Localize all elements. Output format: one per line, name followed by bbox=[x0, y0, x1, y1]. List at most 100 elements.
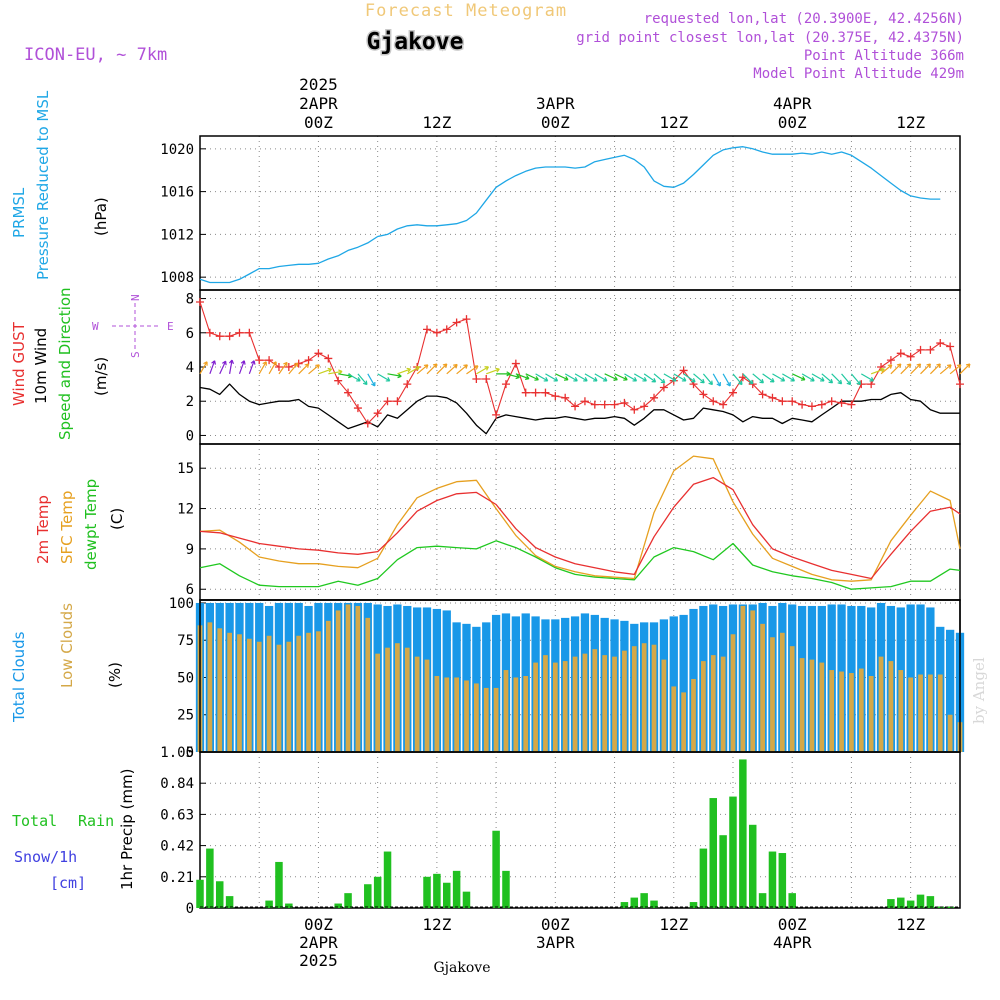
precip-bar bbox=[383, 851, 392, 908]
wind-barb bbox=[900, 363, 912, 375]
wind-barb bbox=[199, 361, 208, 375]
total-cloud-bar bbox=[945, 629, 955, 752]
low-cloud-bar bbox=[868, 676, 874, 752]
wind-barb bbox=[406, 366, 420, 375]
wind-barb bbox=[397, 367, 412, 375]
gust-marker bbox=[659, 383, 668, 392]
low-cloud-bar bbox=[908, 677, 914, 752]
y-tick-label: 1.05 bbox=[160, 745, 194, 761]
precip-bar bbox=[758, 893, 767, 908]
wind-barb bbox=[515, 373, 530, 380]
y-tick-label: 0.42 bbox=[160, 839, 194, 855]
wind-barb bbox=[732, 373, 743, 386]
precip-bar bbox=[768, 851, 777, 908]
y-tick-label: 1016 bbox=[160, 185, 194, 201]
point-altitude: Point Altitude 366m bbox=[804, 48, 964, 64]
precip-bar bbox=[640, 893, 648, 908]
low-cloud-bar bbox=[819, 662, 825, 752]
pressure-frame bbox=[199, 135, 961, 291]
wind-barb bbox=[880, 364, 893, 375]
y-tick-label: 100 bbox=[169, 596, 194, 612]
wind-barb bbox=[702, 373, 713, 386]
gust-marker bbox=[561, 393, 570, 402]
gust-marker bbox=[353, 404, 362, 413]
gust-marker bbox=[363, 419, 372, 428]
gust-marker bbox=[946, 342, 955, 351]
wind-barb bbox=[673, 373, 687, 382]
y-tick-label: 9 bbox=[186, 542, 194, 558]
gust-marker bbox=[314, 349, 323, 358]
low-cloud-bar bbox=[513, 677, 519, 752]
top-time-label: 3APR bbox=[536, 94, 575, 113]
precip-bar bbox=[492, 830, 500, 908]
gust-marker bbox=[827, 397, 836, 406]
precip-bar bbox=[285, 903, 293, 908]
wind-barb bbox=[821, 373, 834, 384]
gust-marker bbox=[462, 315, 471, 324]
wind-barb bbox=[762, 373, 775, 383]
gust-marker bbox=[719, 400, 728, 409]
wind-barb bbox=[811, 373, 825, 382]
compass-east: E bbox=[167, 320, 174, 333]
y-tick-label: 6 bbox=[186, 582, 194, 598]
chart-title: Forecast Meteogram bbox=[365, 1, 567, 21]
precip-bar bbox=[443, 882, 451, 908]
clouds-frame bbox=[199, 599, 961, 753]
gust-marker bbox=[304, 356, 313, 365]
gust-marker bbox=[196, 297, 204, 306]
precip-unit-label: 1hr Precip (mm) bbox=[118, 769, 136, 890]
wind-barb bbox=[939, 364, 952, 375]
gust-marker bbox=[650, 393, 659, 402]
wind-barb bbox=[831, 373, 843, 385]
low-cloud-bar bbox=[720, 656, 726, 752]
pressure-labels: PRMSL Pressure Reduced to MSL (hPa) bbox=[10, 90, 110, 280]
y-tick-label: 8 bbox=[186, 292, 194, 308]
gust-marker bbox=[245, 328, 254, 337]
gust-marker bbox=[255, 356, 264, 365]
low-cloud-bar bbox=[434, 676, 440, 752]
precip-bar bbox=[650, 900, 658, 908]
precip-bar bbox=[699, 848, 708, 908]
dewpt-label: dewpt Temp bbox=[82, 479, 100, 570]
gust-marker bbox=[452, 318, 461, 327]
precip-bar bbox=[462, 891, 471, 908]
precip-bar bbox=[196, 879, 204, 908]
wind-barb bbox=[367, 373, 376, 387]
low-cloud-bar bbox=[276, 644, 282, 752]
precip-bar bbox=[729, 796, 737, 908]
low-cloud-bar bbox=[217, 628, 223, 752]
low-cloud-bar bbox=[691, 678, 696, 752]
temperature-labels: 2m Temp SFC Temp dewpt Temp (C) bbox=[34, 479, 126, 570]
low-cloud-bar bbox=[770, 637, 775, 752]
prmsl-label: PRMSL bbox=[10, 187, 28, 238]
precip-bar bbox=[709, 798, 717, 908]
wind-barb bbox=[258, 361, 267, 375]
wind-barb bbox=[209, 360, 217, 375]
wind-barb bbox=[298, 363, 310, 375]
precip-bar bbox=[630, 897, 639, 908]
y-tick-label: 6 bbox=[186, 326, 194, 342]
wind-barb bbox=[357, 373, 368, 386]
precip-bar bbox=[275, 861, 283, 908]
temperature-panel: 6 9 12 15 bbox=[177, 443, 961, 601]
low-cloud-bar bbox=[750, 610, 756, 752]
gust-marker bbox=[630, 405, 639, 414]
wind-barb bbox=[446, 363, 458, 375]
wind-barb bbox=[722, 373, 731, 387]
compass-north: N bbox=[129, 294, 142, 301]
low-cloud-bar bbox=[937, 674, 943, 752]
gust-marker bbox=[492, 410, 501, 419]
precip-bar bbox=[916, 894, 925, 908]
gust-marker bbox=[521, 388, 530, 397]
gust-marker bbox=[590, 400, 599, 409]
gust-marker bbox=[847, 400, 856, 409]
gust-marker bbox=[768, 393, 777, 402]
low-cloud-bar bbox=[928, 674, 933, 752]
gust-marker bbox=[274, 363, 283, 371]
low-cloud-bar bbox=[543, 655, 548, 752]
dewpt-line bbox=[199, 540, 961, 590]
clouds-unit-label: (%) bbox=[106, 662, 124, 688]
wind-barb bbox=[752, 373, 765, 384]
bottom-time-label: 4APR bbox=[773, 933, 812, 952]
